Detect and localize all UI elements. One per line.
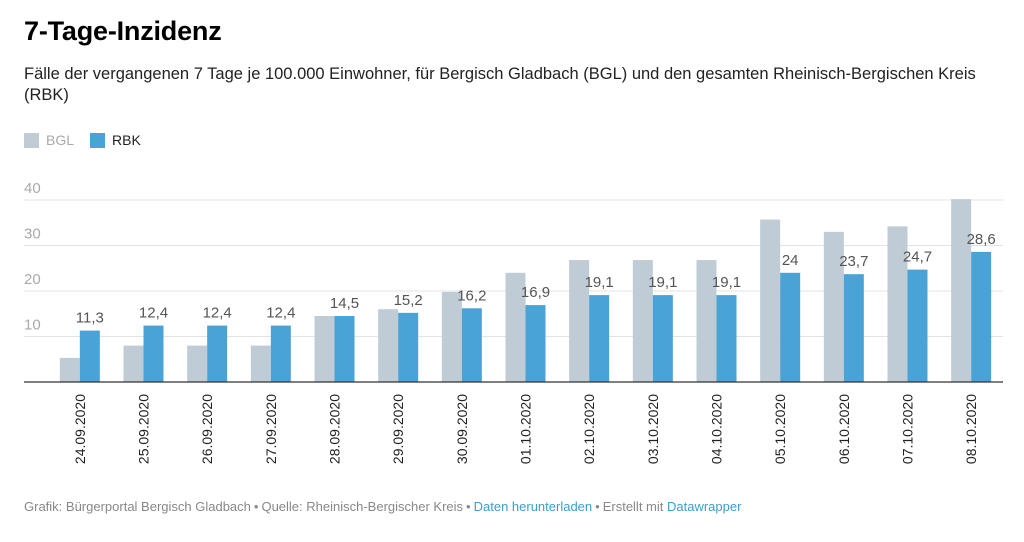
bar-rbk — [907, 269, 928, 382]
x-tick-label: 02.10.2020 — [581, 394, 597, 464]
legend-item-bgl: BGL — [24, 132, 74, 148]
bar-rbk — [652, 295, 673, 382]
bar-bgl — [951, 199, 972, 382]
x-tick-label: 01.10.2020 — [518, 394, 534, 464]
x-tick-label: 05.10.2020 — [772, 394, 788, 464]
y-tick-label: 40 — [24, 180, 41, 197]
legend-label-rbk: RBK — [112, 132, 141, 148]
bar-rbk — [780, 272, 801, 382]
bar-rbk — [143, 325, 164, 382]
y-tick-label: 30 — [24, 226, 41, 243]
bar-rbk — [843, 274, 864, 382]
bar-bgl — [887, 226, 908, 382]
data-label-rbk: 16,9 — [521, 284, 550, 301]
bar-rbk — [461, 308, 482, 382]
data-label-rbk: 14,5 — [330, 295, 359, 312]
x-tick-label: 04.10.2020 — [709, 394, 725, 464]
bar-rbk — [525, 305, 546, 382]
bar-bgl — [569, 260, 590, 382]
bar-rbk — [971, 251, 992, 382]
chart-title: 7-Tage-Inzidenz — [24, 16, 222, 46]
data-label-rbk: 24 — [782, 252, 799, 269]
y-tick-label: 20 — [24, 271, 41, 288]
legend-label-bgl: BGL — [46, 132, 75, 148]
bar-bgl — [187, 345, 208, 382]
bar-rbk — [207, 325, 228, 382]
data-label-rbk: 24,7 — [903, 249, 932, 266]
footer-separator: • — [253, 499, 259, 514]
data-label-rbk: 15,2 — [394, 292, 423, 309]
x-tick-label: 03.10.2020 — [645, 394, 661, 464]
footer-created-with: Erstellt mit — [602, 499, 664, 514]
bar-bgl — [441, 291, 462, 382]
x-tick-label: 26.09.2020 — [199, 394, 215, 464]
bar-bgl — [123, 345, 144, 382]
x-tick-label: 27.09.2020 — [263, 394, 279, 464]
y-tick-label: 10 — [24, 317, 41, 334]
bar-bgl — [59, 357, 80, 382]
bar-bgl — [250, 345, 271, 382]
data-label-rbk: 11,3 — [76, 310, 104, 327]
bar-bgl — [314, 316, 335, 382]
bar-bgl — [632, 260, 653, 382]
x-tick-label: 24.09.2020 — [72, 394, 88, 464]
footer: Grafik: Bürgerportal Bergisch Gladbach • Q… — [24, 499, 741, 514]
legend-swatch-rbk — [90, 132, 106, 148]
bar-bgl — [378, 309, 399, 382]
x-tick-label: 08.10.2020 — [963, 394, 979, 464]
bar-bgl — [505, 272, 526, 382]
download-data-link[interactable]: Daten herunterladen — [473, 499, 593, 514]
footer-source: Quelle: Rheinisch-Bergischer Kreis — [261, 499, 464, 514]
x-tick-label: 06.10.2020 — [836, 394, 852, 464]
data-label-rbk: 23,7 — [839, 253, 868, 270]
data-label-rbk: 28,6 — [967, 231, 996, 248]
data-label-rbk: 19,1 — [585, 274, 614, 291]
footer-separator: • — [466, 499, 471, 514]
bar-rbk — [398, 312, 419, 382]
data-label-rbk: 12,4 — [139, 305, 168, 322]
legend-swatch-bgl — [24, 132, 39, 148]
x-tick-label: 07.10.2020 — [900, 394, 916, 464]
data-label-rbk: 12,4 — [266, 305, 295, 322]
bar-bgl — [823, 231, 844, 382]
x-tick-label: 29.09.2020 — [390, 394, 406, 464]
x-tick-label: 30.09.2020 — [454, 394, 470, 464]
footer-graphic-credit: Grafik: Bürgerportal Bergisch Gladbach — [24, 499, 251, 514]
bar-bgl — [696, 260, 717, 382]
x-tick-label: 25.09.2020 — [136, 394, 152, 464]
bar-rbk — [716, 295, 737, 382]
datawrapper-link[interactable]: Datawrapper — [667, 499, 742, 514]
bar-rbk — [270, 325, 291, 382]
data-label-rbk: 16,2 — [457, 287, 486, 304]
x-tick-label: 28.09.2020 — [327, 394, 343, 464]
bar-rbk — [589, 295, 610, 382]
footer-separator: • — [595, 499, 600, 514]
data-label-rbk: 12,4 — [203, 305, 232, 322]
bar-bgl — [760, 219, 781, 382]
bar-rbk — [79, 330, 100, 382]
bar-rbk — [334, 316, 355, 382]
legend: BGL RBK — [24, 132, 157, 148]
data-label-rbk: 19,1 — [648, 274, 677, 291]
data-label-rbk: 19,1 — [712, 274, 741, 291]
legend-item-rbk: RBK — [90, 132, 141, 148]
chart-subtitle: Fälle der vergangenen 7 Tage je 100.000 … — [24, 65, 976, 104]
